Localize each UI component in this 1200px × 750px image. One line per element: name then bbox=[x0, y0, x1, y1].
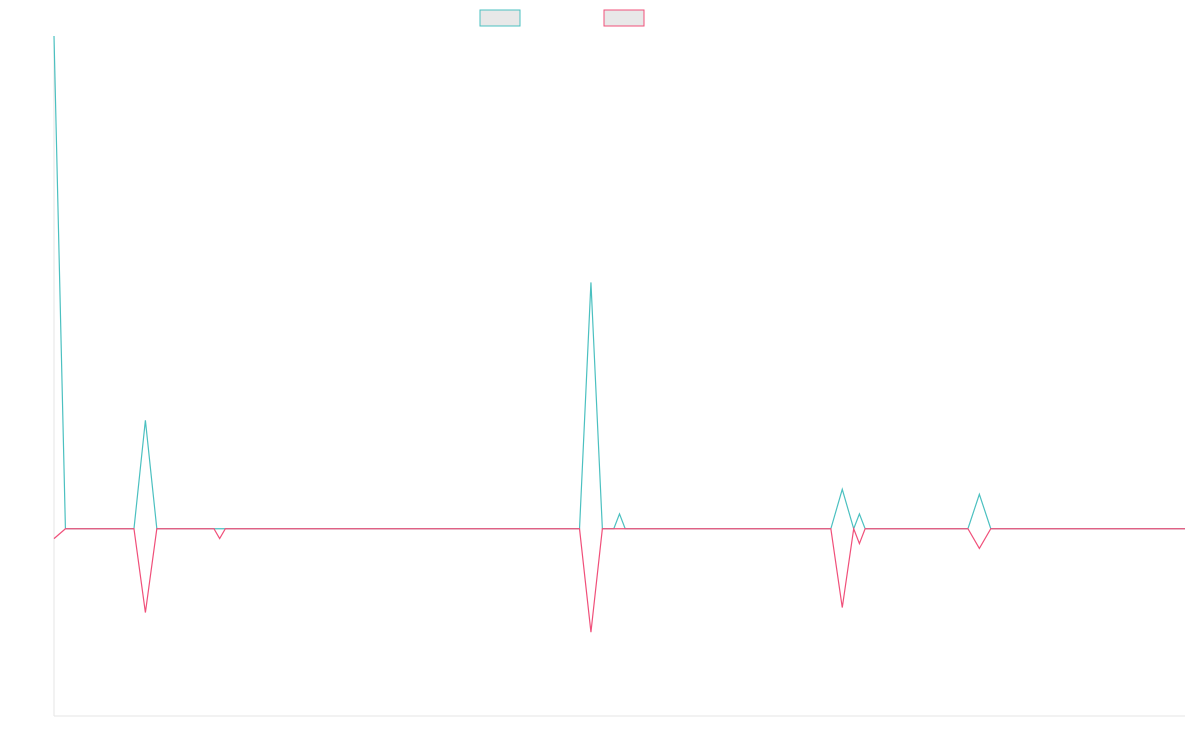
series-line-2 bbox=[53, 526, 1185, 633]
axes bbox=[53, 36, 1185, 717]
legend-item-2[interactable] bbox=[603, 9, 645, 27]
legend-swatch-1 bbox=[479, 9, 521, 27]
series-layer bbox=[53, 35, 1185, 633]
legend-swatch-2 bbox=[603, 9, 645, 27]
legend bbox=[479, 9, 645, 27]
series-line-1 bbox=[53, 35, 1185, 531]
legend-item-1[interactable] bbox=[479, 9, 521, 27]
